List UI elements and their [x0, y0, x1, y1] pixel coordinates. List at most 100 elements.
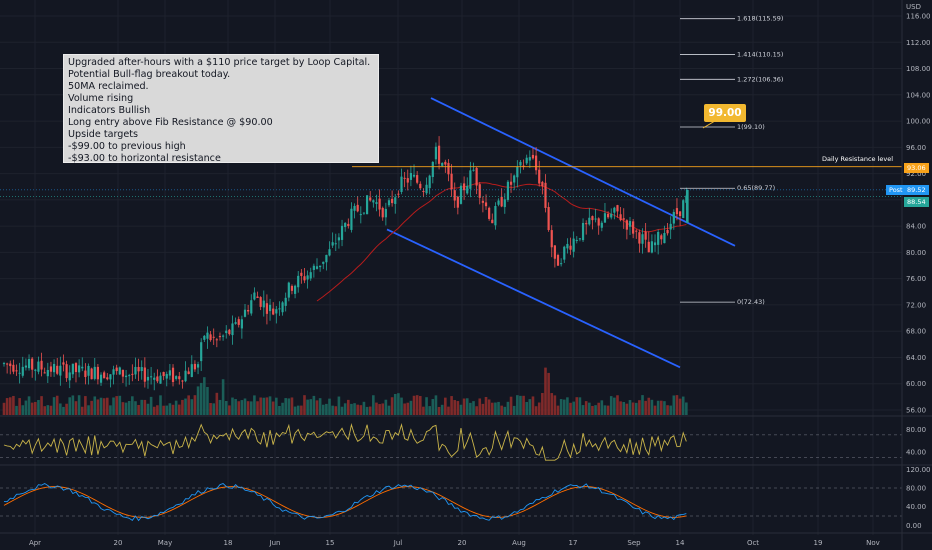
candle-body: [453, 190, 456, 201]
candle-body: [603, 213, 607, 223]
candle-body: [422, 190, 425, 192]
volume-bar: [196, 386, 200, 415]
candle-body: [359, 214, 362, 216]
volume-bar: [102, 398, 106, 415]
volume-bar: [96, 399, 100, 415]
candle-body: [187, 371, 190, 375]
candle-body: [600, 222, 603, 228]
candle-body: [140, 367, 143, 371]
candle-body: [412, 174, 416, 177]
volume-bar: [199, 382, 203, 415]
candle-body: [99, 374, 103, 383]
volume-bar: [444, 397, 447, 415]
price-axis[interactable]: USD 116.00 112.00 108.00 104.00 100.00 96.00 92…: [906, 3, 931, 530]
volume-bar: [459, 404, 463, 415]
volume-bar: [231, 397, 234, 415]
candle-body: [428, 175, 431, 189]
volume-bar: [465, 398, 469, 415]
volume-bar: [603, 405, 607, 415]
candle-body: [675, 208, 679, 215]
target-price-bubble[interactable]: 99.00: [704, 104, 746, 122]
candle-body: [31, 358, 34, 370]
volume-bar: [509, 396, 513, 415]
candle-body: [362, 212, 366, 214]
candle-body: [49, 366, 53, 372]
candle-body: [619, 214, 622, 221]
candle-body: [27, 359, 31, 369]
volume-bar: [246, 401, 250, 415]
candle-body: [143, 367, 146, 382]
candle-body: [350, 208, 353, 230]
candle-body: [319, 265, 322, 268]
candle-body: [447, 162, 450, 175]
candle-body: [175, 376, 178, 379]
volume-bar: [221, 379, 225, 415]
candle-body: [519, 161, 522, 166]
candle-body: [425, 184, 428, 194]
stoch-tick: 120.00: [906, 466, 931, 474]
volume-bar: [27, 396, 31, 415]
volume-bar: [500, 405, 503, 415]
volume-bar: [37, 400, 40, 415]
candle-body: [553, 245, 556, 259]
volume-bar: [174, 400, 178, 415]
volume-bar: [556, 405, 560, 415]
candle-body: [387, 200, 391, 206]
fib-label: 1(99.10): [737, 123, 765, 131]
volume-bar: [218, 399, 222, 415]
post-price-tag: 89.52: [904, 185, 929, 195]
candle-body: [463, 183, 466, 191]
candle-body: [312, 265, 315, 270]
volume-bar: [506, 401, 510, 415]
volume-bar: [90, 400, 93, 415]
volume-bar: [418, 396, 422, 415]
candle-body: [306, 275, 309, 280]
candle-body: [560, 263, 563, 265]
candle-body: [613, 207, 616, 213]
candle-body: [378, 198, 381, 210]
volume-bar: [503, 406, 507, 415]
candle-body: [625, 220, 628, 230]
resistance-price-tag: 93.06: [904, 163, 929, 173]
candle-body: [215, 339, 218, 341]
volume-bar: [613, 397, 616, 415]
candle-body: [37, 361, 40, 372]
volume-bar: [622, 401, 626, 415]
candle-body: [509, 181, 513, 185]
candle-body: [190, 364, 193, 377]
candle-body: [569, 245, 572, 250]
price-tick: 64.00: [906, 354, 926, 362]
candle-body: [65, 364, 68, 379]
volume-bar: [253, 395, 256, 415]
candle-body: [124, 375, 128, 378]
candle-body: [228, 329, 231, 335]
candle-body: [340, 225, 344, 240]
volume-bar: [55, 395, 59, 415]
volume-bar: [49, 405, 53, 415]
candle-body: [131, 373, 134, 375]
channel-upper-line: [430, 97, 736, 247]
volume-bar: [591, 405, 594, 415]
candle-body: [406, 178, 409, 183]
volume-bar: [440, 404, 444, 415]
volume-bar: [584, 401, 588, 415]
volume-bar: [15, 405, 18, 415]
candle-body: [644, 231, 647, 240]
volume-bar: [575, 397, 579, 415]
candle-body: [243, 309, 247, 317]
candle-body: [528, 157, 531, 161]
fib-label: 1.618(115.59): [737, 15, 783, 23]
candle-body: [628, 221, 632, 227]
candle-body: [74, 363, 78, 373]
time-axis[interactable]: Apr 20 May 18 Jun 15 Jul 20 Aug 17 Sep 14 Oct 19 Nov: [29, 539, 880, 547]
moving-average: [316, 182, 687, 302]
volume-bar: [519, 395, 522, 415]
candle-body: [200, 342, 203, 362]
channel-lower-line: [386, 228, 681, 369]
idea-annotation[interactable]: Upgraded after-hours with a $110 price t…: [63, 54, 379, 164]
candle-body: [209, 334, 212, 341]
volume-bar: [641, 395, 644, 415]
volume-bar: [537, 402, 541, 415]
volume-bar: [397, 393, 400, 415]
candle-body: [541, 181, 544, 187]
